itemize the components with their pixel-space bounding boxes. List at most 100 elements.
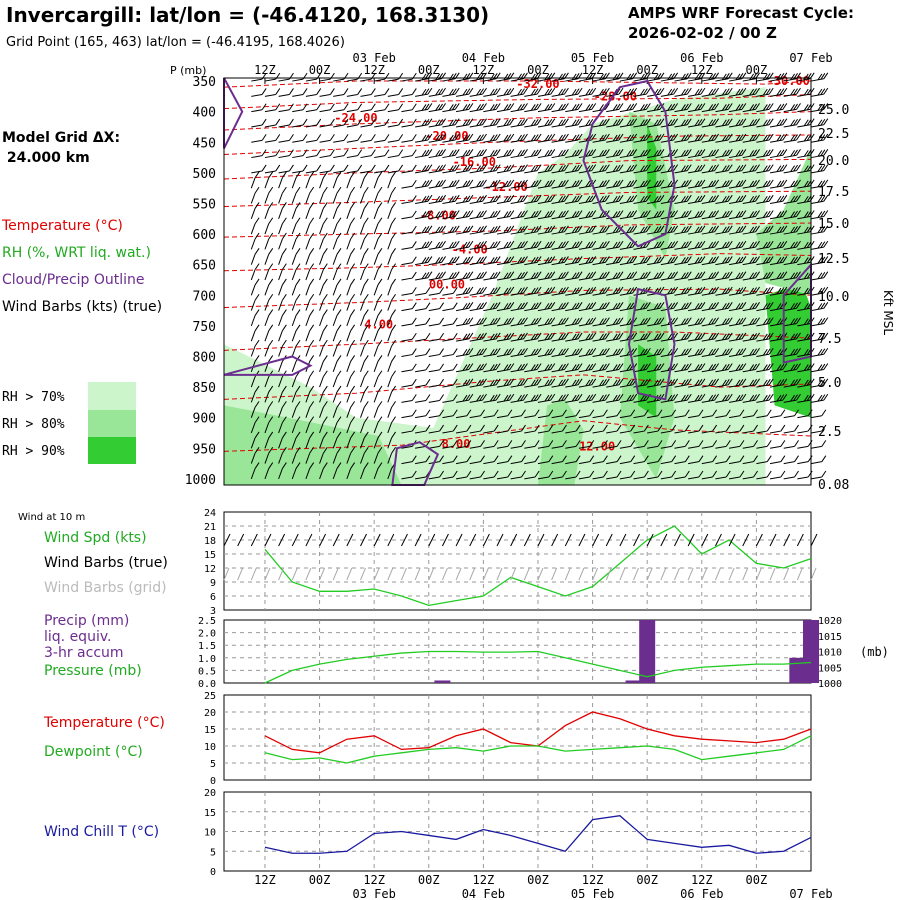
wind-barb-flag [350,202,356,209]
wind-barb-flag [708,333,714,341]
wind-barb-flag [782,179,788,187]
wind-barb-flag [377,263,383,270]
wind-barb-flag [762,303,768,310]
wind-barb-flag [506,271,512,279]
wind-barb-flag [790,180,796,188]
wind-barb [578,384,592,388]
wind-barb-flag [462,241,468,249]
wind-barb-flag [517,211,522,218]
windchill-panel-y-tick: 0 [210,867,216,878]
cycle-label: AMPS WRF Forecast Cycle: [628,4,854,22]
wind-barb-flag [289,88,294,95]
wind-barb-flag [503,303,509,310]
wind-barb [660,430,672,434]
temperature-contour [223,190,812,208]
wind-barb-flag [659,317,665,324]
wind-barb [688,277,702,281]
wind-barb [769,139,783,143]
wind-barb-flag [599,73,604,81]
wind-barb [647,185,661,189]
wind-barb-flag [506,210,512,218]
wind-barb-flag [506,363,512,371]
wind-barb [250,468,256,480]
wind-barb [810,78,824,82]
wind-barb-flag [533,333,539,340]
grid-wind-barb [660,567,667,581]
wind-barb-flag [479,317,484,325]
wind-barb-flag [618,347,624,355]
kft-tick: 25.0 [818,103,849,118]
wind-barb [250,315,256,327]
wind-barb-flag [618,271,624,278]
wind-barb [551,415,563,419]
wind-barb [783,369,797,373]
wind-barb-flag [686,240,692,248]
wind-barb [387,177,393,189]
wind-barb-flag [520,241,525,248]
wind-barb-flag [482,164,487,171]
wind-barb-flag [790,134,796,142]
wind-barb-flag [363,263,369,270]
wind-barb-flag [618,164,624,171]
wind-barb-flag [479,226,484,233]
wind-barb-flag [439,317,445,325]
wind-barb-flag [708,211,714,218]
wind-barb [783,399,797,403]
wind-barb [810,445,822,449]
wind-barb [592,384,606,388]
wind-barb-flag [448,134,454,142]
wind-barb-flag [776,364,782,371]
wind-barb-flag [558,226,563,234]
wind-barb-flag [509,118,515,125]
wind-barbs-true-label: Wind Barbs (true) [44,555,168,571]
wind-barb [401,124,413,128]
wind-barb-flag [683,118,689,126]
wind-barb-flag [268,355,274,362]
wind-barb-flag [762,73,768,81]
wind-barb [756,277,770,281]
wind-barb-flag [796,225,801,233]
wind-barb-flag [476,348,482,356]
wind-barb-flag [435,73,441,81]
wind-barb-flag [468,179,474,187]
wind-barb [373,208,379,219]
wind-barb-flag [268,171,274,179]
wind-barb [510,200,524,204]
wind-barb-flag [451,210,457,218]
wind-barb-flag [520,226,525,233]
wind-barb [701,261,715,266]
wind-barb [455,170,469,174]
wind-barb [292,155,304,159]
wind-barb [428,246,442,250]
wind-barb-flag [398,118,404,126]
legend-temperature: Temperature (°C) [1,218,123,234]
wind-barb-flag [322,385,328,393]
wind-barb-flag [670,134,676,141]
wind-barb-flag [727,347,733,355]
wind-barb-flag [547,394,553,401]
wind-barb-flag [462,348,468,356]
wind-barb-flag [482,347,487,355]
wind-barb [442,369,454,373]
wind-barb [360,345,365,357]
wind-barb-flag [558,394,563,402]
wind-barb-flag [741,210,747,217]
wind-barb-flag [482,118,487,125]
wind-barb-flag [427,133,433,141]
wind-barb [264,93,276,97]
wind-barb [551,307,565,312]
wind-barb [387,93,399,97]
grid-wind-barb [646,567,653,581]
wind-barb [633,461,645,465]
wind-barb [305,284,311,296]
wind-barb [565,292,579,296]
wind-barb-flag [411,317,417,325]
wind-barb [278,407,283,418]
wind-barb-flag [712,470,718,478]
top-hour-label: 00Z [636,63,658,77]
wind-barb [319,407,324,418]
wind-barb [387,269,393,281]
wind-barb [551,139,565,143]
wind-barb-flag [462,257,468,264]
wind-barb-flag [479,333,484,340]
